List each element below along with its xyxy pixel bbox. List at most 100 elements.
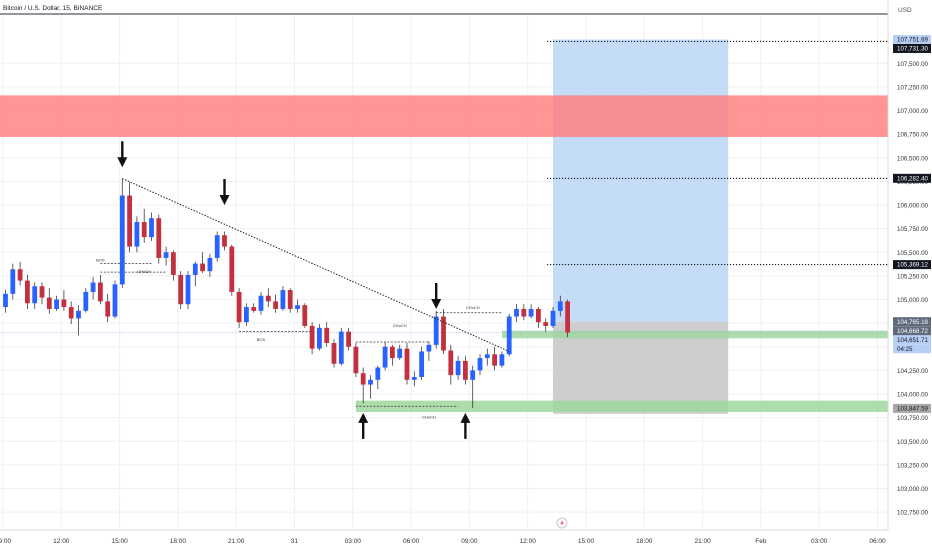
candle-body	[521, 308, 527, 317]
arrow-down-icon[interactable]	[431, 282, 442, 309]
structure-label: CHoCH	[393, 323, 407, 328]
candle-body	[382, 346, 388, 368]
candle-body	[557, 301, 563, 311]
candle-body	[68, 307, 74, 319]
structure-label: CHoCH	[137, 269, 151, 274]
candle-body	[39, 286, 45, 298]
x-tick-label: 15:00	[111, 538, 128, 545]
candle-body	[112, 284, 118, 317]
candle-body	[54, 299, 59, 309]
candle-body	[455, 360, 461, 376]
x-tick-label: 12:00	[520, 538, 537, 545]
x-tick-label: 21:00	[228, 538, 245, 545]
candle-body	[280, 290, 286, 309]
x-tick-label: 15:00	[578, 538, 595, 545]
y-tick-label: 105,000.00	[897, 297, 929, 304]
candle-body	[265, 295, 271, 302]
candle-body	[426, 344, 432, 352]
price-label-box	[893, 335, 931, 345]
candle-body	[536, 308, 541, 323]
price-label-box	[893, 34, 931, 44]
x-tick-label: 03:00	[811, 538, 828, 545]
x-tick-label: 06:00	[869, 538, 886, 545]
candle-body	[331, 342, 337, 364]
candle-body	[287, 290, 293, 309]
candle-body	[25, 280, 30, 304]
candle-body	[90, 282, 96, 292]
candle-body	[477, 358, 483, 371]
y-tick-label: 104,000.00	[897, 392, 929, 399]
candle-body	[229, 246, 235, 292]
candle-body	[309, 325, 315, 349]
price-label-box	[893, 43, 931, 53]
price-label-box	[893, 173, 931, 183]
x-tick-label: 12:00	[53, 538, 70, 545]
candle-body	[119, 195, 125, 285]
zone-demand-upper[interactable]	[501, 330, 888, 339]
candle-body	[149, 218, 154, 238]
y-tick-label: 103,000.00	[897, 486, 929, 493]
x-tick-label: 18:00	[170, 538, 187, 545]
candle-body	[61, 299, 67, 308]
chart-zones	[0, 39, 888, 414]
candle-body	[346, 331, 351, 347]
candle-body	[550, 310, 556, 326]
x-tick-label: Feb	[755, 538, 767, 545]
y-tick-label: 103,500.00	[897, 439, 929, 446]
y-tick-label: 105,750.00	[897, 226, 929, 233]
candle-body	[514, 308, 519, 317]
arrow-down-icon[interactable]	[219, 179, 230, 205]
candle-body	[83, 291, 89, 311]
symbol-title: Bitcoin / U.S. Dollar, 15, BINANCE	[3, 5, 103, 12]
price-label-box	[893, 317, 931, 327]
price-label-text: 04:25	[897, 346, 913, 353]
candle-body	[76, 310, 81, 319]
candle-body	[141, 222, 147, 238]
structure-label: BOS	[96, 258, 105, 263]
candle-body	[404, 348, 410, 380]
candle-body	[484, 354, 490, 359]
y-tick-label: 107,250.00	[897, 84, 929, 91]
candle-body	[411, 376, 417, 380]
time-axis-panel	[0, 530, 932, 550]
price-label-text: 104,668.72	[897, 328, 929, 335]
structure-label: BOS	[257, 337, 266, 342]
price-label-text: 103,847.59	[897, 406, 929, 413]
candle-body	[338, 331, 344, 364]
top-bar	[0, 0, 888, 14]
candle-body	[565, 301, 570, 333]
zone-supply[interactable]	[0, 95, 888, 137]
candle-body	[419, 351, 424, 377]
candle-body	[295, 305, 300, 309]
candle-body	[441, 316, 446, 351]
candle-body	[251, 307, 257, 311]
trendline[interactable]	[122, 178, 510, 352]
candle-body	[17, 269, 23, 281]
price-label-text: 104,765.18	[897, 319, 929, 326]
candle-body	[375, 367, 381, 380]
flash-icon[interactable]	[556, 517, 568, 529]
target-zone[interactable]	[553, 39, 729, 322]
candle-body	[214, 235, 220, 258]
x-tick-label: 21:00	[694, 538, 711, 545]
candle-body	[273, 301, 278, 309]
candle-body	[448, 350, 454, 376]
y-tick-label: 106,750.00	[897, 132, 929, 139]
arrow-up-icon[interactable]	[460, 412, 471, 439]
candle-body	[156, 218, 162, 258]
zone-demand-lower[interactable]	[355, 400, 888, 412]
candle-body	[506, 316, 512, 355]
candle-body	[317, 327, 322, 349]
candle-body	[134, 222, 140, 247]
candle-body	[207, 257, 213, 272]
candle-body	[98, 282, 103, 302]
arrow-up-icon[interactable]	[358, 412, 369, 439]
structure-annotations: BOS CHoCH BOS CHoCH CHoCH CHoCH	[96, 258, 502, 420]
x-tick-label: 31	[291, 538, 299, 545]
candle-body	[302, 305, 308, 326]
candle-body	[105, 301, 111, 317]
price-label-text: 105,369.12	[897, 262, 929, 269]
arrow-down-icon[interactable]	[117, 141, 128, 168]
candle-body	[353, 346, 359, 374]
